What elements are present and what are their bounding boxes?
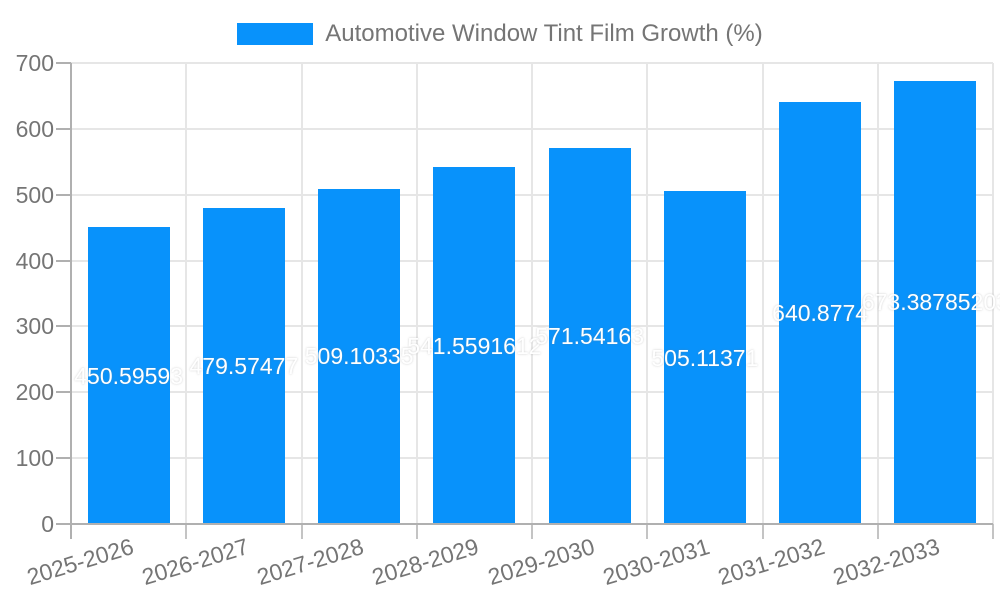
x-axis-category-label: 2026-2027 bbox=[138, 533, 252, 591]
y-tick bbox=[56, 193, 71, 196]
category-boundary-gridline bbox=[646, 63, 649, 524]
y-tick bbox=[56, 259, 71, 262]
bar-value-label: 541.5591612 bbox=[407, 332, 542, 359]
bar[interactable] bbox=[779, 101, 862, 523]
x-axis-category-label: 2028-2029 bbox=[369, 533, 482, 591]
x-tick bbox=[415, 524, 418, 539]
y-axis-tick-label: 200 bbox=[15, 379, 54, 406]
bar[interactable] bbox=[87, 227, 170, 523]
x-axis-line bbox=[56, 523, 993, 525]
bar-value-label: 450.59593 bbox=[74, 362, 183, 389]
y-tick bbox=[56, 62, 71, 64]
y-axis-tick-label: 0 bbox=[41, 511, 54, 537]
bar[interactable] bbox=[894, 80, 977, 523]
x-tick bbox=[761, 524, 764, 539]
x-tick bbox=[646, 524, 649, 539]
y-axis-tick-label: 100 bbox=[15, 445, 54, 472]
bar[interactable] bbox=[548, 147, 631, 523]
legend-swatch[interactable] bbox=[237, 23, 314, 45]
y-axis-tick-label: 700 bbox=[15, 50, 54, 76]
y-tick bbox=[56, 325, 71, 328]
x-axis-category-label: 2032-2033 bbox=[830, 533, 943, 591]
x-axis-category-label: 2030-2031 bbox=[599, 533, 713, 591]
x-axis-category-label: 2025-2026 bbox=[23, 533, 137, 591]
category-boundary-gridline bbox=[761, 63, 764, 524]
bar[interactable] bbox=[663, 191, 746, 523]
category-boundary-gridline bbox=[992, 63, 994, 524]
x-tick bbox=[992, 524, 994, 539]
category-boundary-gridline bbox=[531, 63, 533, 524]
bar-value-label: 571.54163 bbox=[535, 322, 644, 349]
x-tick bbox=[876, 524, 879, 539]
y-tick bbox=[56, 127, 71, 130]
x-tick bbox=[185, 524, 188, 539]
bar[interactable] bbox=[202, 208, 285, 523]
bar-value-label: 509.10335 bbox=[304, 343, 414, 370]
x-tick bbox=[300, 524, 303, 539]
x-axis-category-label: 2031-2032 bbox=[714, 533, 828, 591]
category-boundary-gridline bbox=[415, 63, 418, 524]
bar[interactable] bbox=[433, 167, 516, 523]
bar-value-label: 673.38785203 bbox=[861, 289, 1000, 316]
bar-value-label: 640.8774 bbox=[772, 299, 869, 326]
bar[interactable] bbox=[318, 188, 401, 523]
y-axis-tick-label: 400 bbox=[15, 247, 54, 274]
x-tick bbox=[531, 524, 533, 539]
legend-label: Automotive Window Tint Film Growth (%) bbox=[325, 20, 763, 47]
y-tick bbox=[56, 457, 71, 460]
y-axis-tick-label: 600 bbox=[15, 115, 54, 142]
category-boundary-gridline bbox=[300, 63, 303, 524]
x-axis-category-label: 2027-2028 bbox=[253, 533, 367, 591]
bar-value-label: 479.57477 bbox=[189, 353, 299, 380]
legend[interactable]: Automotive Window Tint Film Growth (%) bbox=[0, 18, 1000, 50]
x-axis-category-label: 2029-2030 bbox=[484, 533, 598, 591]
y-axis-line bbox=[70, 63, 72, 539]
y-axis-tick-label: 500 bbox=[15, 181, 54, 208]
bar-value-label: 505.11371 bbox=[651, 344, 759, 371]
category-boundary-gridline bbox=[185, 63, 188, 524]
y-axis-tick-label: 300 bbox=[15, 313, 54, 340]
category-boundary-gridline bbox=[876, 63, 879, 524]
y-tick bbox=[56, 391, 71, 394]
